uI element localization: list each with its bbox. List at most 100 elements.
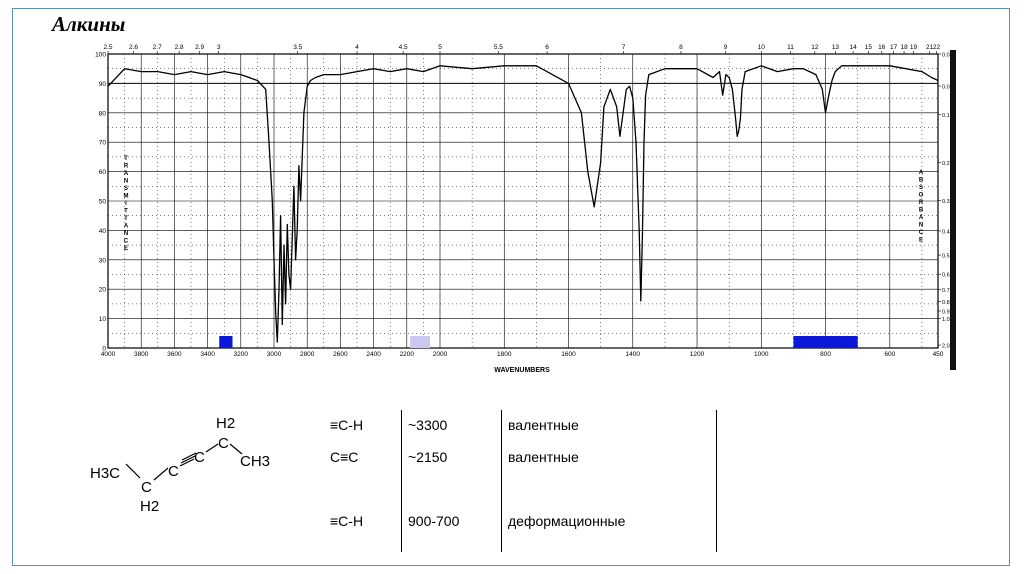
top-tick-label: 2.9 [195,44,204,51]
table-cell-vibration-3: деформационные [508,513,626,529]
atom-c-triple-1: C [168,463,179,480]
atom-ch2-lower-h: H2 [140,498,159,515]
right-side-bar [950,50,956,370]
slide-frame [12,8,1010,566]
top-tick-label: 4 [355,44,359,51]
top-tick-label: 5 [438,44,442,51]
x-tick-label: 1600 [561,351,576,358]
top-tick-label: 6 [545,44,549,51]
x-tick-label: 2400 [366,351,381,358]
series-line [107,65,939,343]
x-tick-label: 1000 [754,351,769,358]
top-tick-label: 8 [679,44,683,51]
x-tick-label: 2800 [300,351,315,358]
x-tick-label: 1400 [626,351,641,358]
bond-ch2-c [153,467,169,481]
top-tick-label: 14 [849,44,857,51]
y-tick-label: 40 [99,228,107,235]
top-tick-label: 22 [933,44,941,51]
x-tick-label: 800 [820,351,831,358]
y-tick-label: 30 [99,257,107,264]
top-tick-label: 5.5 [494,44,503,51]
right-tick-label: 0.5 [942,254,950,260]
atom-h3c: H3C [90,465,120,482]
right-tick-label: 0.4 [942,229,950,235]
x-tick-label: 3200 [234,351,249,358]
bond-ch2-ch3 [229,443,243,455]
table-cell-bond-3: ≡C-H [330,513,364,529]
top-tick-label: 7 [622,44,626,51]
atom-ch2-upper: C [218,435,229,452]
y-tick-label: 70 [99,140,107,147]
right-tick-label: 0.9 [942,309,950,315]
top-tick-label: 13 [832,44,840,51]
atom-ch2-lower: C [141,479,152,496]
right-tick-label: 0.05 [942,84,953,90]
x-tick-label: 1800 [497,351,512,358]
table-cell-vibration-2: валентные [508,449,579,465]
x-tick-label: 3600 [167,351,182,358]
right-tick-label: 0.1 [942,113,950,119]
right-tick-label: 0.7 [942,288,950,294]
table-cell-vibration-1: валентные [508,417,579,433]
top-tick-label: 21 [926,44,934,51]
x-tick-label: 600 [884,351,895,358]
atom-ch3: CH3 [240,453,270,470]
bond-h3c-ch2 [125,463,141,479]
top-tick-label: 19 [910,44,918,51]
right-tick-label: 2.0 [942,344,950,350]
table-divider-2 [501,410,502,552]
x-tick-label: 3800 [134,351,149,358]
table-cell-bond-1: ≡C-H [330,417,364,433]
top-tick-label: 18 [900,44,908,51]
highlight-band [410,336,431,348]
top-tick-label: 3 [217,44,221,51]
right-tick-label: 1.0 [942,317,950,323]
y-tick-label: 80 [99,110,107,117]
right-tick-label: 0.6 [942,273,950,279]
y-tick-label: 100 [95,52,106,59]
bond-c-ch2 [205,443,219,453]
molecule-structure: H3C C H2 C C C H2 CH3 [90,415,270,515]
atom-c-triple-2: C [194,449,205,466]
y-tick-label: 10 [99,316,107,323]
highlight-band [219,336,233,348]
right-tick-label: 0.2 [942,161,950,167]
top-tick-label: 2.6 [129,44,138,51]
x-axis-label: WAVENUMBERS [494,367,550,374]
highlight-band [793,336,858,348]
top-tick-label: 17 [890,44,898,51]
x-tick-label: 2200 [400,351,415,358]
x-tick-label: 2000 [433,351,448,358]
y-tick-label: 90 [99,81,107,88]
y-tick-label: 20 [99,287,107,294]
top-tick-label: 12 [811,44,819,51]
top-tick-label: 4.5 [399,44,408,51]
table-cell-wavenumber-1: ~3300 [408,417,448,433]
top-tick-label: 3.5 [293,44,302,51]
top-tick-label: 15 [865,44,873,51]
right-tick-label: 0.8 [942,300,950,306]
x-tick-label: 1200 [690,351,705,358]
grid-layer [107,53,939,349]
top-tick-label: 2.8 [175,44,184,51]
x-tick-label: 3400 [200,351,215,358]
x-tick-label: 2600 [333,351,348,358]
x-tick-label: 4000 [101,351,116,358]
table-cell-wavenumber-3: 900-700 [408,513,460,529]
highlight-layer [219,336,858,348]
right-tick-label: 0.3 [942,199,950,205]
table-cell-wavenumber-2: ~2150 [408,449,448,465]
right-tick-label: 0.0 [942,53,950,59]
x-tick-label: 3000 [267,351,282,358]
triple-bond [179,452,197,467]
atom-ch2-upper-h: H2 [216,415,235,432]
table-divider-1 [401,410,402,552]
table-divider-3 [716,410,717,552]
slide-title: Алкины [52,12,126,36]
y-tick-label: 0 [102,346,106,353]
top-tick-label: 9 [724,44,728,51]
